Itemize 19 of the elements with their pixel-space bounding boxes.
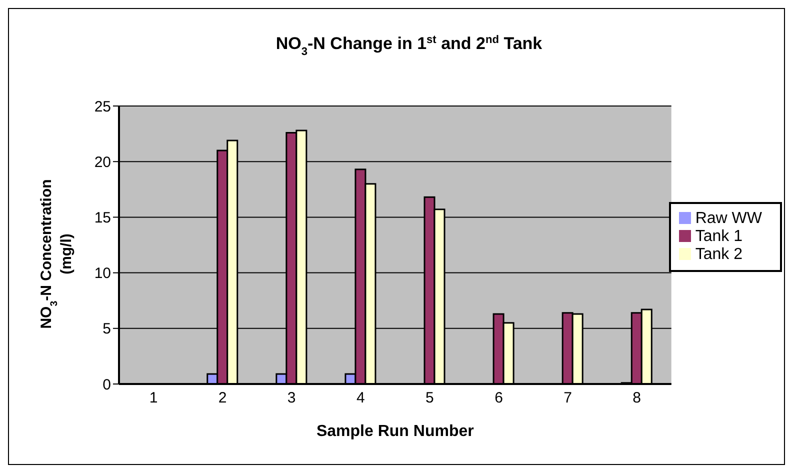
- y-tick-label: 0: [102, 376, 111, 394]
- chart-title: NO$_{3}$-N Change in 1$^{st}$ and 2$^{nd}$ Tank: [276, 34, 543, 58]
- x-tick-label: 3: [287, 390, 296, 407]
- legend-label: Tank 2: [695, 246, 742, 262]
- y-tick-label: 5: [102, 320, 111, 338]
- x-tick-label: 7: [564, 390, 572, 407]
- x-tick-label: 4: [356, 390, 365, 407]
- y-tick-label: 20: [94, 154, 111, 171]
- y-tick-label: 10: [94, 265, 111, 282]
- x-axis-title: Sample Run Number: [316, 423, 474, 440]
- x-tick-label: 6: [494, 390, 503, 407]
- legend-label: Raw WW: [695, 210, 762, 226]
- x-tick-label: 5: [426, 390, 434, 407]
- x-tick-label: 8: [632, 390, 641, 407]
- y-tick-label: 15: [94, 210, 111, 227]
- x-tick-label: 1: [149, 390, 158, 407]
- y-tick-label: 25: [94, 98, 111, 116]
- x-tick-label: 2: [218, 390, 227, 407]
- legend-label: Tank 1: [695, 228, 742, 244]
